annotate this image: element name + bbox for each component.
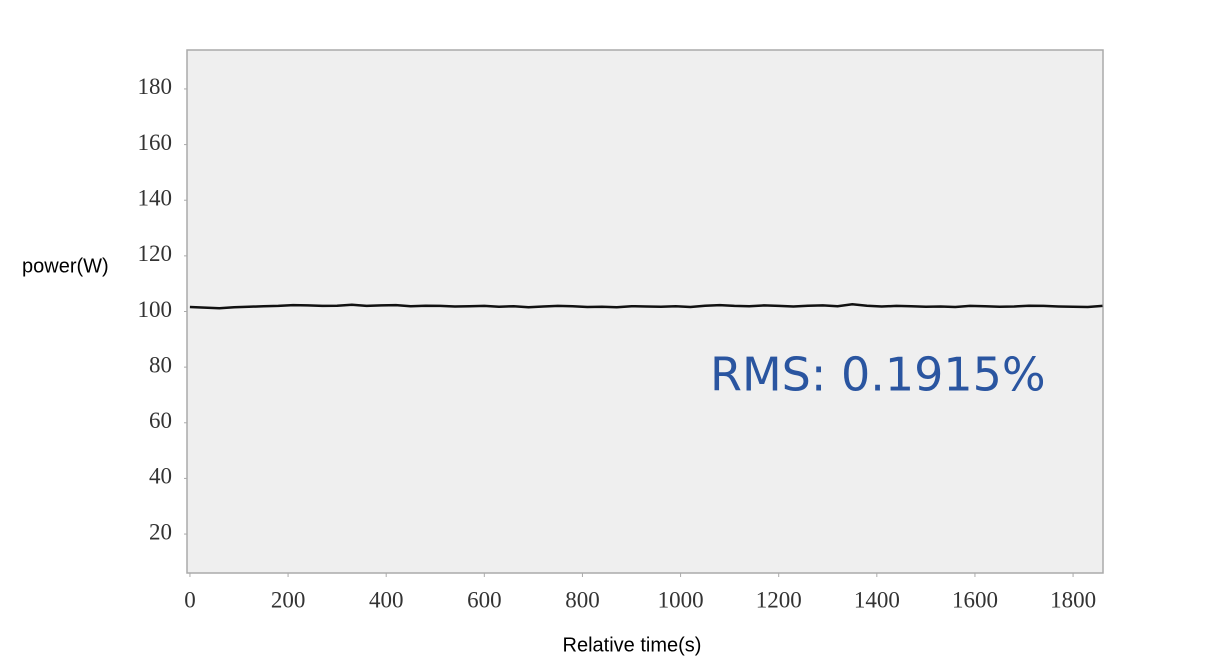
y-tick-label: 40 <box>149 464 172 489</box>
x-tick-label: 1000 <box>658 587 704 612</box>
y-tick-label: 60 <box>149 408 172 433</box>
x-tick-label: 200 <box>271 587 306 612</box>
y-tick-label: 120 <box>138 241 173 266</box>
x-tick-label: 1600 <box>952 587 998 612</box>
y-tick-label: 160 <box>138 130 173 155</box>
x-tick-label: 600 <box>467 587 502 612</box>
data-line <box>189 303 1103 310</box>
x-axis-label: Relative time(s) <box>563 634 702 656</box>
x-tick-label: 1800 <box>1050 587 1096 612</box>
y-tick-label: 80 <box>149 352 172 377</box>
annotation: RMS: 0.1915% <box>710 348 1046 402</box>
x-tick-label: 0 <box>184 587 196 612</box>
plot-area <box>186 49 1104 574</box>
x-tick-label: 800 <box>565 587 600 612</box>
y-tick-label: 20 <box>149 519 172 544</box>
x-tick-label: 1400 <box>854 587 900 612</box>
x-tick-label: 1200 <box>756 587 802 612</box>
y-tick-label: 100 <box>138 297 173 322</box>
y-tick-label: 180 <box>138 74 173 99</box>
y-tick-label: 140 <box>138 186 173 211</box>
x-tick-label: 400 <box>369 587 404 612</box>
y-axis-label: power(W) <box>22 255 109 277</box>
